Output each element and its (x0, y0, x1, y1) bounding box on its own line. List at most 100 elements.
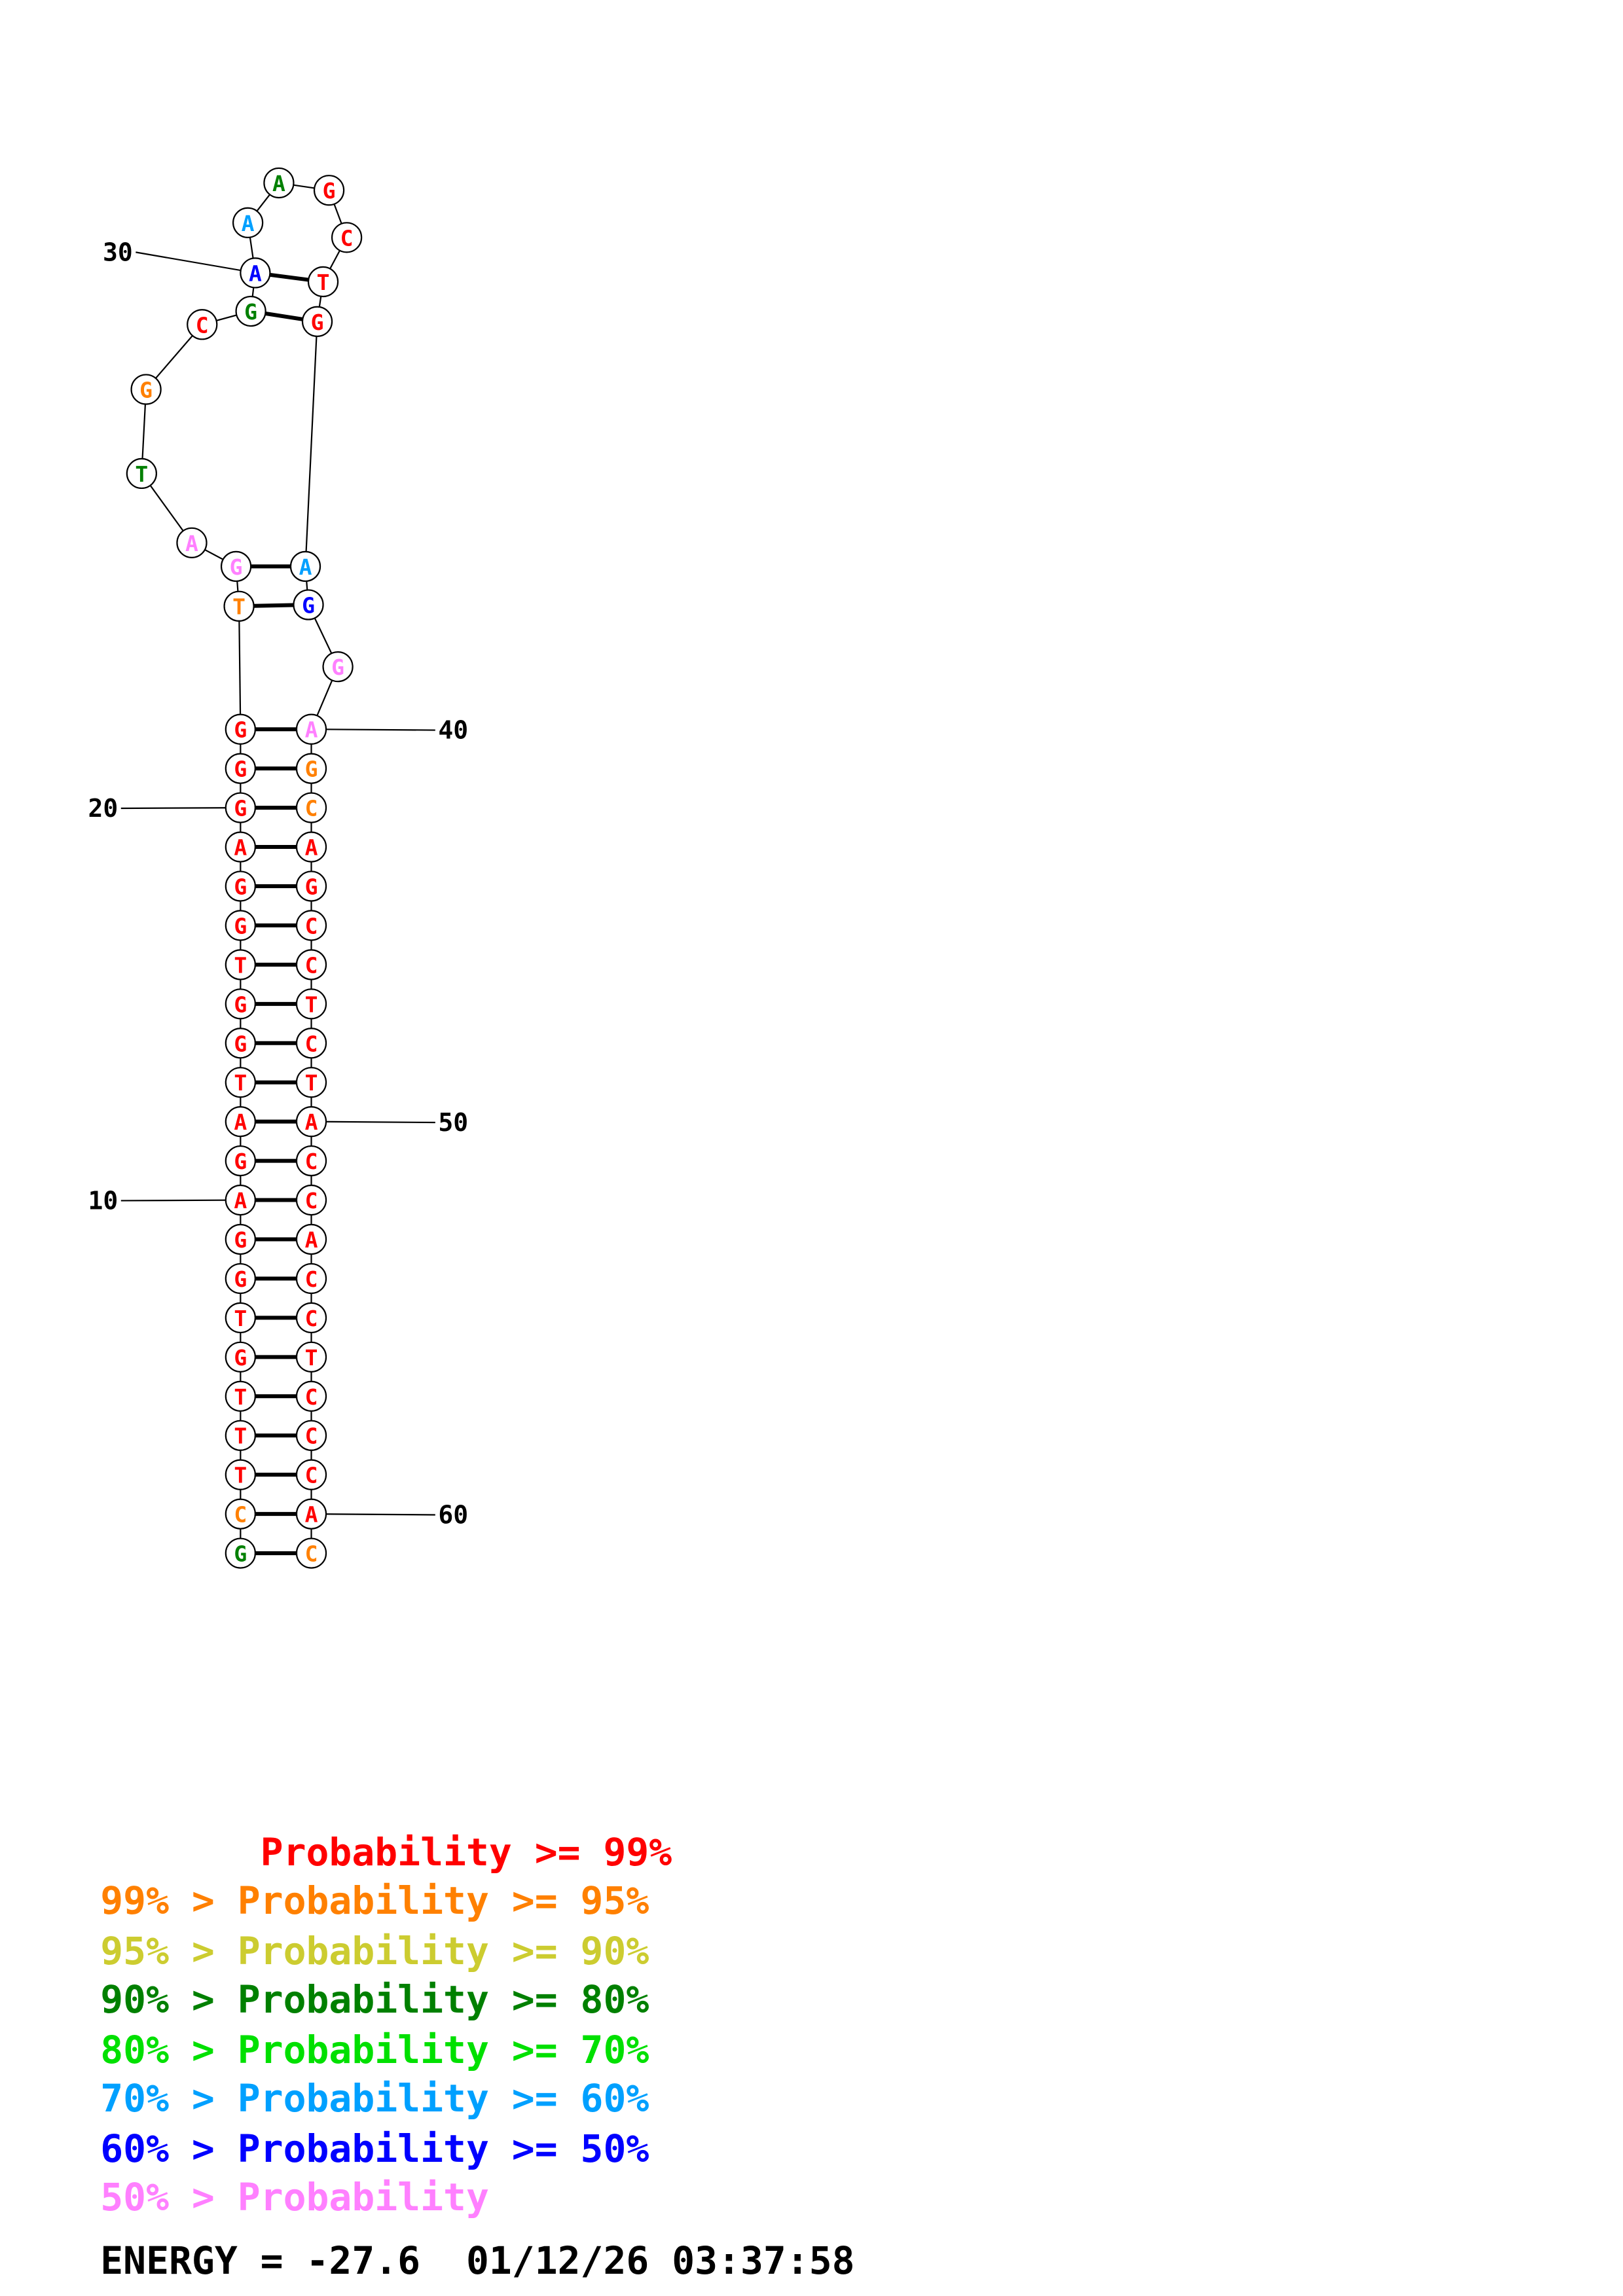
nucleotide-circle (307, 266, 339, 298)
energy-line: ENERGY = -27.6 01/12/26 03:37:58 (100, 2238, 855, 2284)
nucleotide-circle (295, 1145, 327, 1177)
nucleotide-circle (295, 1459, 327, 1490)
nucleotide-letter: G (234, 1541, 247, 1567)
nucleotide-letter: C (305, 1424, 318, 1449)
nucleotide-letter: A (185, 531, 198, 556)
nucleotide-circle (225, 949, 256, 980)
position-label-60: 60 (438, 1500, 468, 1529)
nucleotide-20: G (225, 792, 256, 823)
nucleotide-circle (225, 1184, 256, 1216)
nucleotide-circle (176, 527, 208, 558)
nucleotide-letter: G (139, 377, 153, 403)
position-tick-40 (311, 728, 435, 731)
nucleotide-41: G (295, 753, 327, 784)
nucleotide-letter: C (305, 1266, 318, 1292)
nucleotide-30: A (240, 257, 271, 289)
nucleotide-circle (225, 1459, 256, 1490)
nucleotide-letter: G (305, 757, 318, 782)
nucleotide-7: T (225, 1302, 256, 1334)
nucleotide-circle (295, 1498, 327, 1530)
nucleotide-letter: G (234, 874, 247, 899)
nucleotide-circle (225, 1380, 256, 1412)
nucleotide-48: C (295, 1028, 327, 1059)
nucleotide-circle (301, 306, 333, 337)
legend-line-6: 70% > Probability >= 60% (100, 2076, 649, 2121)
nucleotide-letter: C (196, 312, 209, 338)
nucleotide-letter: T (135, 461, 148, 487)
nucleotide-circle (225, 1498, 256, 1530)
nucleotide-letter: A (234, 835, 247, 861)
nucleotide-52: C (295, 1184, 327, 1216)
nucleotide-letter: C (305, 913, 318, 939)
nucleotide-56: T (295, 1341, 327, 1372)
nucleotide-letter: C (305, 1188, 318, 1213)
nucleotide-circle (295, 713, 327, 745)
nucleotide-circle (295, 870, 327, 902)
nucleotide-circle (225, 1263, 256, 1295)
nucleotide-circle (263, 167, 295, 199)
nucleotide-circle (126, 457, 157, 490)
nucleotide-letter: T (305, 1070, 318, 1096)
nucleotide-circle (225, 1067, 256, 1098)
nucleotide-letter: G (305, 874, 318, 899)
legend-line-2: 99% > Probability >= 95% (100, 1878, 649, 1924)
nucleotide-15: G (225, 988, 256, 1020)
nucleotide-letter: C (305, 1306, 318, 1331)
position-labels: 10 20 30 40 50 60 (88, 238, 469, 1529)
nucleotide-circle (225, 792, 256, 823)
nucleotide-letter: G (234, 913, 247, 939)
nucleotide-33: G (313, 175, 345, 206)
position-tick-lines (120, 251, 435, 1516)
legend-line-8: 50% > Probability (100, 2175, 489, 2220)
nucleotide-37: A (289, 550, 321, 583)
backbone-segment (304, 321, 318, 567)
nucleotide-letter: G (234, 992, 247, 1017)
nucleotide-46: C (295, 949, 327, 980)
nucleotide-letter: C (305, 796, 318, 821)
nucleotide-letter: G (234, 1031, 247, 1056)
position-label-40: 40 (438, 716, 468, 745)
position-label-30: 30 (103, 238, 133, 266)
nucleotide-letter: G (234, 717, 247, 743)
nucleotide-circle (225, 1341, 256, 1372)
nucleotide-31: A (232, 207, 264, 238)
nucleotide-circle (225, 1028, 256, 1059)
nucleotide-circle (225, 910, 256, 941)
nucleotide-letter: C (305, 952, 318, 978)
nucleotide-4: T (225, 1420, 256, 1451)
nucleotide-letter: T (305, 992, 318, 1017)
nucleotide-6: G (225, 1341, 256, 1372)
nucleotide-51: C (295, 1145, 327, 1177)
nucleotide-letter: T (234, 1306, 247, 1331)
nucleotide-49: T (295, 1067, 327, 1098)
nucleotide-circle (220, 550, 252, 583)
nucleotide-circle (295, 1067, 327, 1098)
nucleotide-circle (289, 550, 321, 583)
nucleotide-2: C (225, 1498, 256, 1530)
nucleotide-letter: A (305, 1502, 318, 1528)
nucleotide-letter: C (234, 1502, 247, 1528)
nucleotide-letter: C (305, 1384, 318, 1410)
nucleotide-28: C (187, 309, 218, 340)
nucleotide-circle (295, 1420, 327, 1451)
nucleotide-circle (313, 175, 345, 206)
nucleotide-45: C (295, 910, 327, 941)
nucleotide-11: G (225, 1145, 256, 1177)
nucleotide-44: G (295, 870, 327, 902)
position-label-10: 10 (88, 1186, 119, 1215)
nucleotide-40: A (295, 713, 327, 745)
nucleotide-letter: G (331, 655, 344, 680)
nucleotide-letter: G (311, 310, 324, 335)
nucleotide-circle (240, 257, 271, 289)
nucleotide-8: G (225, 1263, 256, 1295)
nucleotide-13: T (225, 1067, 256, 1098)
nucleotide-letter: C (305, 1149, 318, 1174)
position-tick-10 (120, 1199, 241, 1202)
backbone-segment (238, 606, 242, 730)
nucleotide-circle (295, 1302, 327, 1334)
nucleotide-circle (295, 1341, 327, 1372)
nucleotide-letter: T (317, 270, 330, 295)
nucleotide-29: G (235, 295, 266, 327)
